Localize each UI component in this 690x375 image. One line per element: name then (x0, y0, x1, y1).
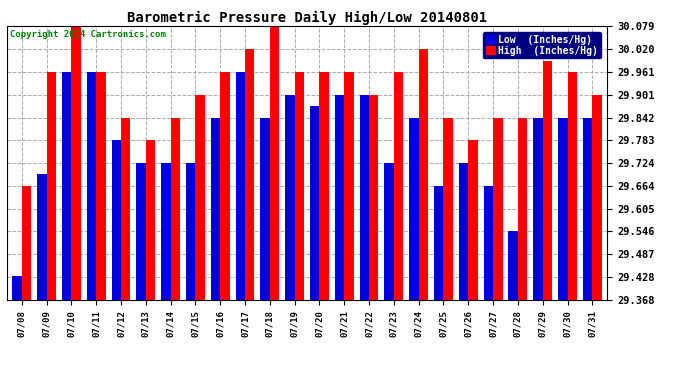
Bar (121, 117, 130, 300)
Bar (493, 117, 502, 300)
Bar (518, 117, 527, 300)
Bar (335, 95, 344, 300)
Bar (469, 140, 477, 300)
Bar (434, 186, 444, 300)
Bar (211, 117, 220, 300)
Bar (419, 49, 428, 300)
Bar (146, 140, 155, 300)
Bar (87, 72, 96, 300)
Bar (22, 186, 31, 300)
Bar (384, 163, 394, 300)
Bar (195, 95, 205, 300)
Bar (71, 26, 81, 300)
Bar (533, 117, 543, 300)
Bar (37, 174, 47, 300)
Bar (394, 72, 403, 300)
Bar (409, 117, 419, 300)
Bar (359, 95, 369, 300)
Bar (444, 117, 453, 300)
Title: Barometric Pressure Daily High/Low 20140801: Barometric Pressure Daily High/Low 20140… (127, 11, 487, 25)
Bar (220, 72, 230, 300)
Bar (543, 60, 552, 300)
Bar (285, 95, 295, 300)
Bar (369, 95, 379, 300)
Bar (235, 72, 245, 300)
Bar (567, 72, 577, 300)
Bar (270, 26, 279, 300)
Bar (484, 186, 493, 300)
Bar (112, 140, 121, 300)
Bar (319, 72, 329, 300)
Bar (509, 231, 518, 300)
Bar (344, 72, 354, 300)
Bar (592, 95, 602, 300)
Bar (170, 117, 180, 300)
Bar (459, 163, 469, 300)
Text: Copyright 2014 Cartronics.com: Copyright 2014 Cartronics.com (10, 30, 166, 39)
Bar (558, 117, 567, 300)
Bar (137, 163, 146, 300)
Bar (161, 163, 170, 300)
Bar (245, 49, 255, 300)
Bar (96, 72, 106, 300)
Bar (583, 117, 592, 300)
Bar (295, 72, 304, 300)
Bar (186, 163, 195, 300)
Legend: Low  (Inches/Hg), High  (Inches/Hg): Low (Inches/Hg), High (Inches/Hg) (483, 32, 601, 58)
Bar (310, 106, 319, 300)
Bar (12, 276, 22, 300)
Bar (47, 72, 56, 300)
Bar (260, 117, 270, 300)
Bar (62, 72, 71, 300)
